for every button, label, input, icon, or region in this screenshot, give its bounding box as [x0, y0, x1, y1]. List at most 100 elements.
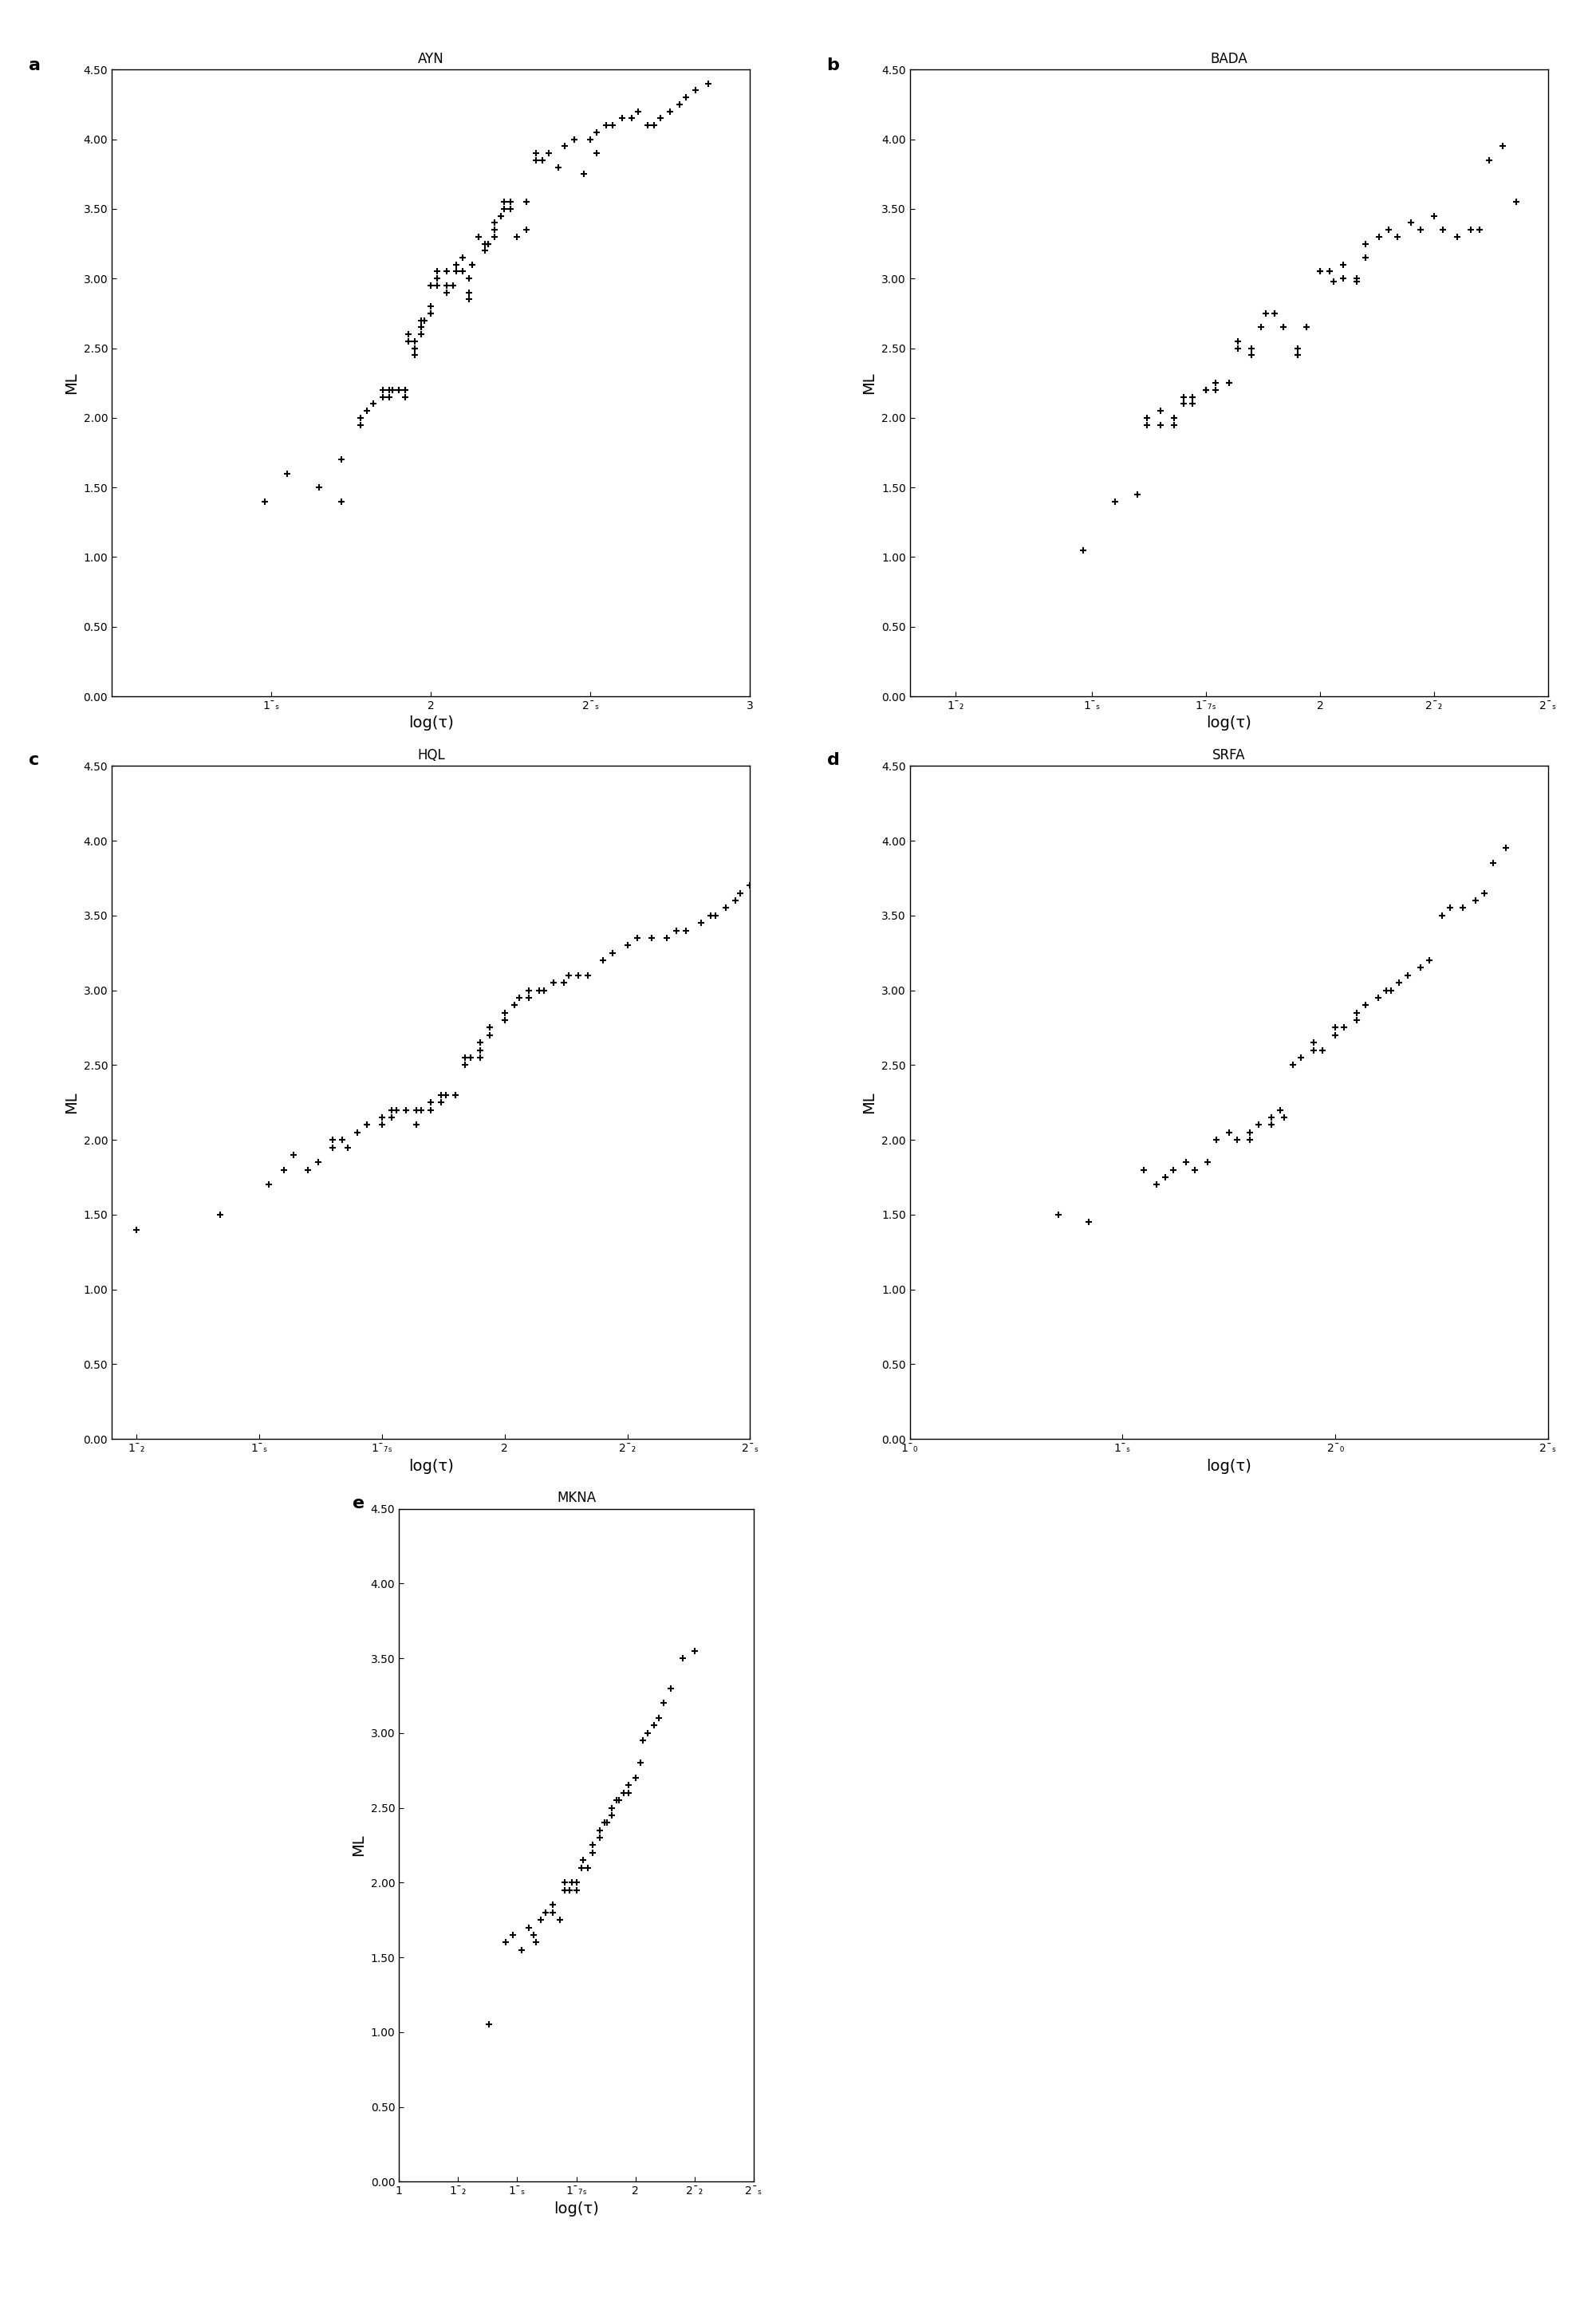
Title: MKNA: MKNA	[557, 1490, 595, 1506]
Point	[578, 121, 603, 158]
Point	[651, 1685, 677, 1722]
Point	[531, 972, 557, 1010]
X-axis label: log(τ): log(τ)	[554, 2200, 598, 2217]
Point	[555, 956, 581, 993]
Point	[1224, 1121, 1250, 1158]
Point	[458, 1040, 484, 1077]
Point	[541, 963, 567, 1000]
Point	[501, 986, 527, 1024]
Point	[354, 1107, 380, 1144]
Point	[1194, 371, 1219, 408]
Text: e: e	[353, 1495, 365, 1511]
Point	[1057, 754, 1082, 791]
Point	[934, 791, 959, 829]
Point	[1017, 761, 1042, 798]
Point	[1170, 385, 1195, 422]
Point	[1148, 392, 1173, 429]
Y-axis label: ML: ML	[862, 371, 876, 395]
Point	[466, 218, 492, 255]
Point	[418, 288, 444, 325]
Point	[1270, 309, 1296, 346]
Point	[506, 979, 531, 1017]
Point	[440, 267, 466, 304]
Point	[674, 79, 699, 116]
Point	[616, 1766, 642, 1803]
Point	[386, 371, 412, 408]
Point	[1492, 829, 1518, 866]
Point	[492, 1003, 517, 1040]
Point	[674, 912, 699, 949]
Point	[370, 378, 396, 415]
Y-axis label: ML: ML	[862, 1091, 876, 1114]
Point	[425, 267, 450, 304]
Point	[670, 1639, 696, 1676]
Point	[1238, 337, 1264, 374]
Point	[603, 1783, 629, 1820]
Point	[1301, 1031, 1326, 1068]
Point	[1329, 246, 1355, 283]
Point	[383, 1091, 409, 1128]
Point	[402, 337, 428, 374]
Point	[1226, 323, 1251, 360]
Point	[1135, 399, 1160, 436]
Point	[1408, 211, 1433, 248]
Point	[295, 1151, 321, 1188]
Point	[1374, 972, 1400, 1010]
Point	[983, 771, 1009, 808]
Point	[1253, 295, 1278, 332]
Point	[1430, 211, 1456, 248]
Point	[635, 1715, 661, 1752]
Point	[1464, 882, 1489, 919]
Point	[1344, 262, 1369, 299]
Point	[450, 239, 476, 276]
Point	[551, 963, 576, 1000]
Point	[648, 100, 674, 137]
Point	[587, 1813, 613, 1850]
Point	[500, 1917, 525, 1954]
Point	[396, 316, 421, 353]
Point	[482, 211, 508, 248]
Point	[579, 1827, 605, 1864]
Point	[541, 963, 567, 1000]
Point	[393, 371, 418, 408]
Point	[207, 1195, 233, 1232]
Point	[1202, 371, 1227, 408]
Point	[348, 399, 373, 436]
Point	[825, 822, 851, 859]
Text: d: d	[827, 752, 839, 768]
Point	[1353, 239, 1379, 276]
Point	[884, 808, 910, 845]
Point	[275, 455, 300, 492]
Point	[846, 822, 871, 859]
Point	[386, 371, 412, 408]
Point	[1376, 211, 1401, 248]
Point	[772, 845, 798, 882]
Point	[1317, 253, 1342, 290]
Point	[630, 1722, 656, 1759]
Point	[434, 267, 460, 304]
Point	[563, 1864, 589, 1901]
Point	[493, 1924, 519, 1961]
Point	[440, 267, 466, 304]
Point	[523, 135, 549, 172]
Point	[1216, 1114, 1242, 1151]
Point	[1438, 889, 1464, 926]
Point	[319, 1121, 345, 1158]
Point	[482, 218, 508, 255]
Point	[1472, 875, 1497, 912]
Point	[409, 1091, 434, 1128]
Point	[1125, 476, 1151, 513]
Y-axis label: ML: ML	[64, 1091, 78, 1114]
Point	[492, 183, 517, 220]
Point	[453, 1040, 479, 1077]
Point	[450, 253, 476, 290]
Point	[409, 309, 434, 346]
Point	[600, 107, 626, 144]
Point	[646, 1699, 672, 1736]
Point	[530, 142, 555, 179]
Point	[1135, 406, 1160, 443]
Point	[433, 1077, 458, 1114]
Point	[409, 302, 434, 339]
Point	[1259, 1098, 1285, 1135]
Point	[377, 371, 402, 408]
